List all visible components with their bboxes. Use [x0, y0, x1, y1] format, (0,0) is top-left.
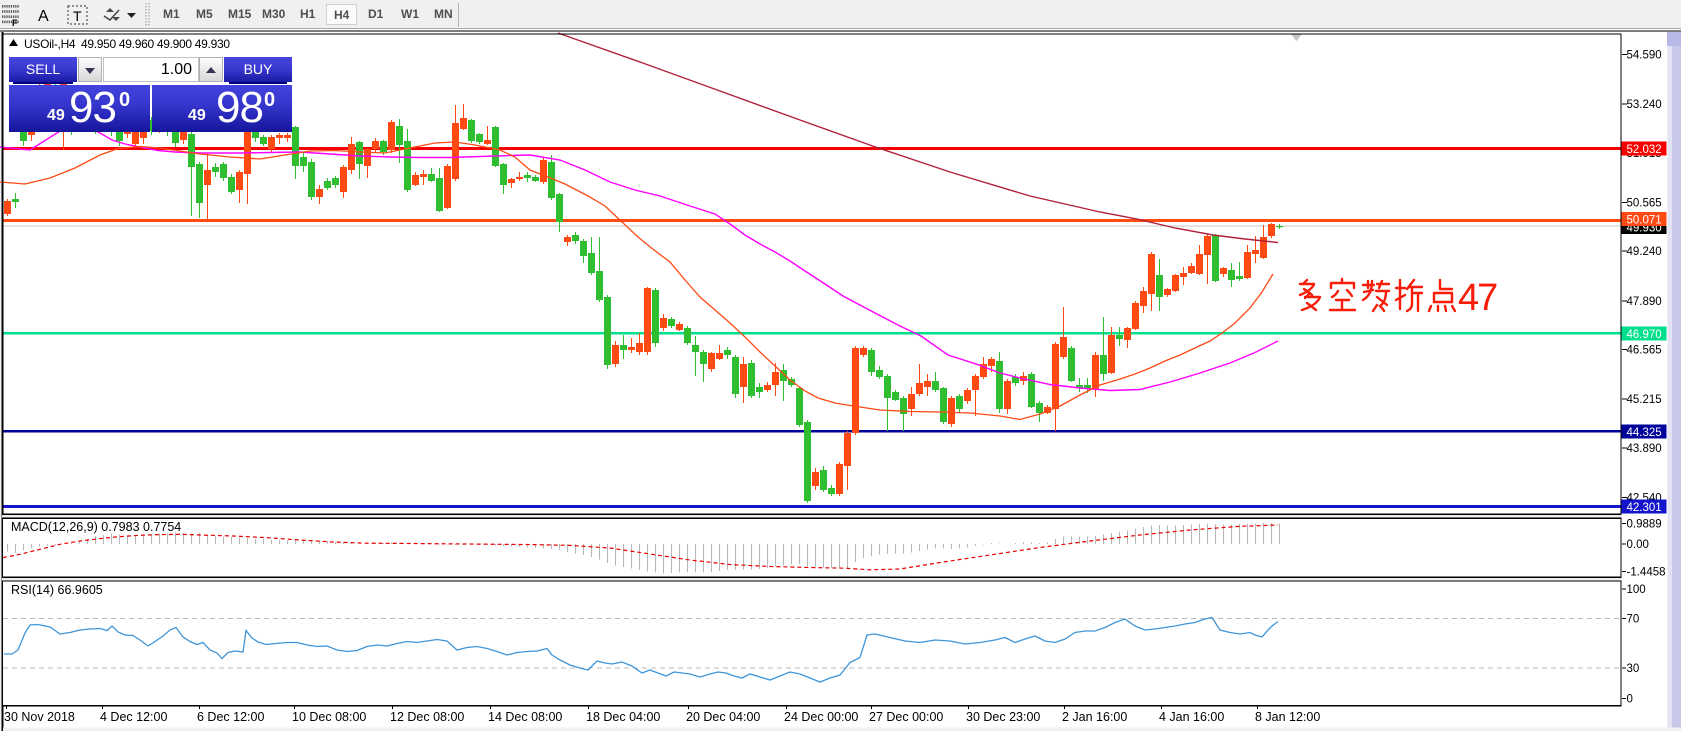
svg-text:45.215: 45.215 [1627, 394, 1662, 406]
svg-text:12 Dec 08:00: 12 Dec 08:00 [390, 710, 464, 724]
svg-text:43.890: 43.890 [1627, 443, 1662, 455]
svg-text:53.240: 53.240 [1627, 99, 1662, 111]
svg-text:8 Jan 12:00: 8 Jan 12:00 [1255, 710, 1320, 724]
svg-text:USOil-,H4: USOil-,H4 [24, 37, 76, 51]
svg-text:4 Jan 16:00: 4 Jan 16:00 [1159, 710, 1224, 724]
svg-text:46.970: 46.970 [1627, 329, 1662, 341]
svg-text:47: 47 [1458, 277, 1497, 319]
svg-text:70: 70 [1627, 613, 1640, 625]
svg-text:27 Dec 00:00: 27 Dec 00:00 [869, 710, 943, 724]
svg-text:46.565: 46.565 [1627, 345, 1662, 357]
svg-text:44.325: 44.325 [1627, 427, 1662, 439]
svg-text:49.240: 49.240 [1627, 246, 1662, 258]
svg-text:30 Dec 23:00: 30 Dec 23:00 [966, 710, 1040, 724]
svg-text:24 Dec 00:00: 24 Dec 00:00 [784, 710, 858, 724]
svg-text:30 Nov 2018: 30 Nov 2018 [4, 710, 75, 724]
svg-text:4 Dec 12:00: 4 Dec 12:00 [100, 710, 167, 724]
svg-text:0.00: 0.00 [1627, 539, 1649, 551]
svg-text:-1.4458: -1.4458 [1627, 567, 1666, 579]
svg-text:0: 0 [1627, 694, 1633, 706]
svg-text:54.590: 54.590 [1627, 49, 1662, 61]
svg-text:47.890: 47.890 [1627, 296, 1662, 308]
svg-text:0.9889: 0.9889 [1627, 519, 1662, 531]
svg-text:RSI(14) 66.9605: RSI(14) 66.9605 [11, 583, 103, 597]
svg-text:MACD(12,26,9) 0.7983 0.7754: MACD(12,26,9) 0.7983 0.7754 [11, 520, 181, 534]
svg-text:100: 100 [1627, 584, 1646, 596]
svg-text:A: A [38, 8, 49, 25]
svg-text:52.032: 52.032 [1627, 144, 1662, 156]
svg-text:10 Dec 08:00: 10 Dec 08:00 [292, 710, 366, 724]
svg-text:18 Dec 04:00: 18 Dec 04:00 [586, 710, 660, 724]
svg-text:2 Jan 16:00: 2 Jan 16:00 [1062, 710, 1127, 724]
svg-text:42.301: 42.301 [1627, 502, 1662, 514]
svg-text:20 Dec 04:00: 20 Dec 04:00 [686, 710, 760, 724]
svg-text:F: F [12, 18, 18, 28]
svg-text:50.071: 50.071 [1627, 215, 1662, 227]
svg-text:6 Dec 12:00: 6 Dec 12:00 [197, 710, 264, 724]
svg-text:30: 30 [1627, 663, 1640, 675]
svg-text:50.565: 50.565 [1627, 198, 1662, 210]
svg-text:T: T [73, 8, 82, 24]
svg-text:14 Dec 08:00: 14 Dec 08:00 [488, 710, 562, 724]
svg-text:49.950 49.960 49.900 49.930: 49.950 49.960 49.900 49.930 [81, 37, 230, 51]
